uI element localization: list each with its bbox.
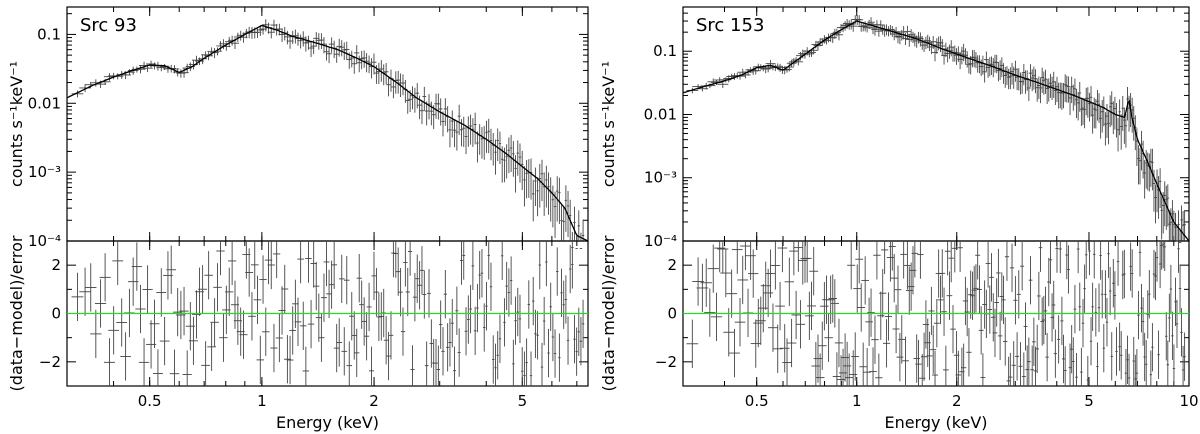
x-tick-label: 2 [369,392,379,410]
y-axis-label-top: counts s⁻¹keV⁻¹ [7,61,26,187]
y-tick-label: 0.01 [28,94,61,112]
y-tick-label: 10⁻³ [28,163,61,181]
x-tick-label: 1 [257,392,267,410]
y-tick-label: 0.1 [653,42,677,60]
x-axis-label: Energy (keV) [884,413,987,432]
resid-y-tick-label: 0 [51,305,61,323]
chart-panel-2: 0.5 1 2 5 10 0.1 0.01 10⁻³ 10⁻⁴ 2 0 −2 Src 153 Energy… [599,6,1199,432]
spectrum-axes-frame [66,6,589,242]
y-axis-label-bottom: (data−model)/error [7,235,26,391]
x-tick-label: 10 [1179,392,1198,410]
resid-y-tick-label: 0 [667,305,677,323]
x-tick-label: 5 [1084,392,1094,410]
y-axis-label-top: counts s⁻¹keV⁻¹ [599,61,618,187]
resid-y-tick-label: 2 [667,256,677,274]
x-tick-label: 5 [518,392,528,410]
y-tick-label: 0.1 [37,25,61,43]
resid-y-tick-label: −2 [39,353,61,371]
y-tick-label: 10⁻³ [644,169,677,187]
chart-panel-1: 0.5 1 2 5 0.1 0.01 10⁻³ 10⁻⁴ 2 0 −2 Src 93 Energy (k… [7,6,589,432]
x-tick-label: 0.5 [138,392,162,410]
x-tick-label: 1 [852,392,862,410]
x-tick-label: 2 [952,392,962,410]
y-tick-label: 0.01 [644,105,677,123]
x-tick-label: 0.5 [745,392,769,410]
x-axis-label: Energy (keV) [276,413,379,432]
panel-title: Src 153 [696,15,764,36]
y-tick-label: 10⁻⁴ [28,232,61,250]
y-axis-label-bottom: (data−model)/error [599,235,618,391]
resid-y-tick-label: 2 [51,256,61,274]
panel-title: Src 93 [80,15,137,36]
model-line [682,20,1190,242]
y-tick-label: 10⁻⁴ [644,232,677,250]
model-line [66,24,589,242]
resid-y-tick-label: −2 [655,353,677,371]
